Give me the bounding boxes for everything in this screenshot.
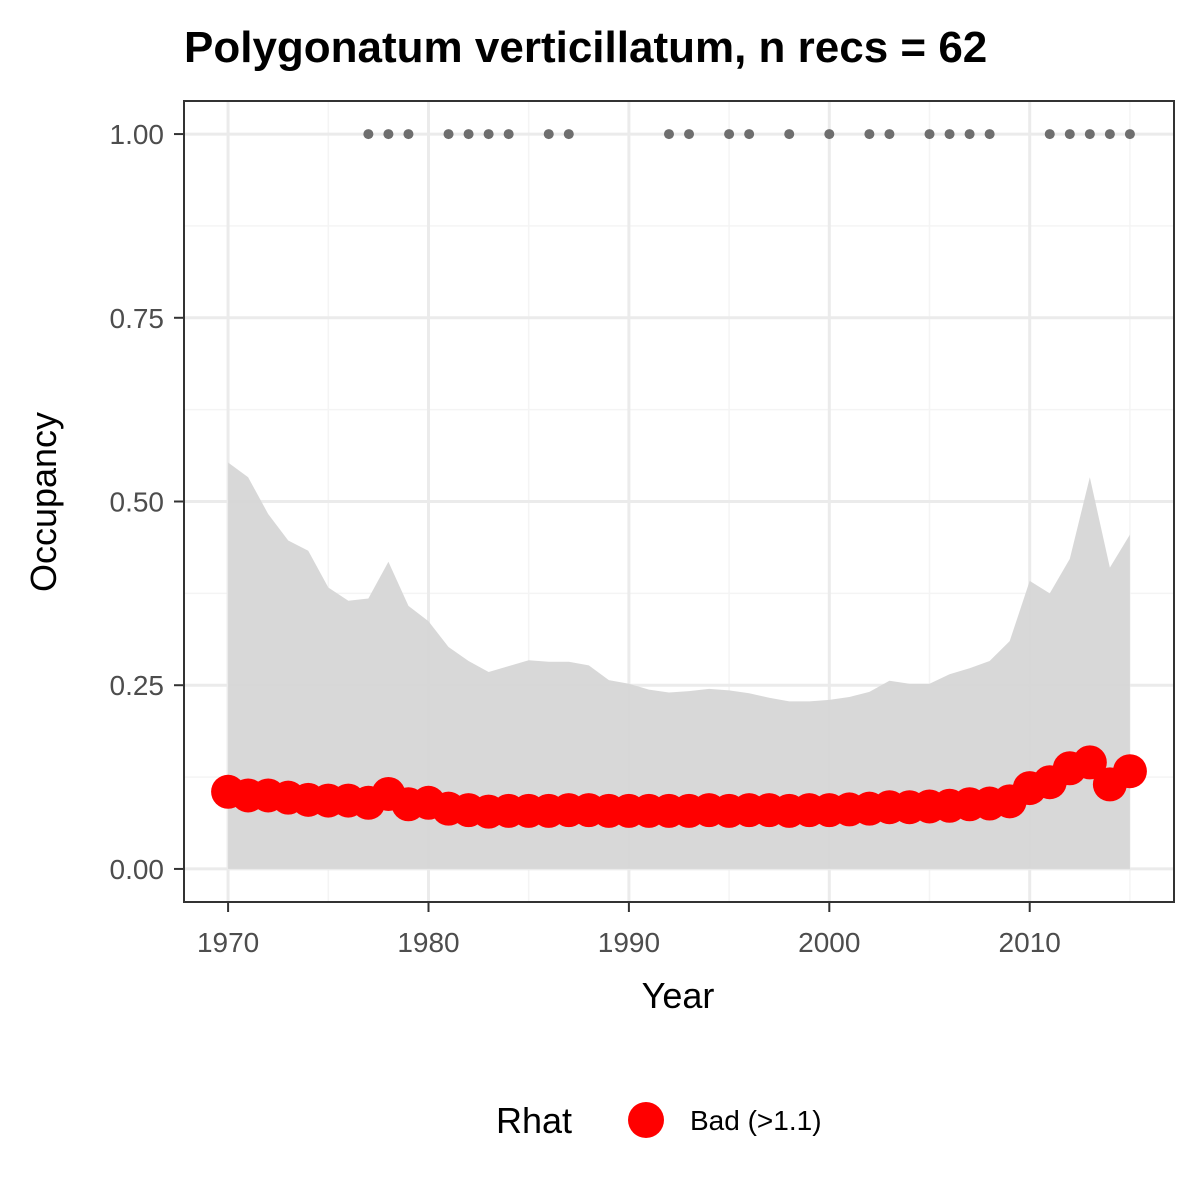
- record-point: [543, 129, 554, 140]
- record-point: [684, 129, 695, 140]
- x-tick-label: 1970: [197, 927, 259, 958]
- record-point: [944, 129, 955, 140]
- y-axis: 0.00 0.25 0.50 0.75 1.00: [110, 119, 184, 885]
- ci-ribbon-layer: [228, 462, 1130, 869]
- record-point: [864, 129, 875, 140]
- legend-title: Rhat: [496, 1100, 572, 1141]
- legend-label-bad: Bad (>1.1): [690, 1105, 822, 1136]
- record-point: [1084, 129, 1095, 140]
- ci-ribbon: [228, 462, 1130, 869]
- x-tick-label: 1990: [598, 927, 660, 958]
- record-point: [964, 129, 975, 140]
- y-axis-title: Occupancy: [23, 412, 64, 592]
- record-point: [363, 129, 374, 140]
- record-point: [784, 129, 795, 140]
- record-point: [1044, 129, 1055, 140]
- record-point: [563, 129, 574, 140]
- record-point: [483, 129, 494, 140]
- record-point: [884, 129, 895, 140]
- occupancy-point: [1112, 754, 1147, 789]
- record-point: [463, 129, 474, 140]
- record-point: [443, 129, 454, 140]
- y-tick-label: 0.25: [110, 670, 165, 701]
- record-point: [1124, 129, 1135, 140]
- legend-key-bad: [628, 1102, 664, 1138]
- record-point: [503, 129, 514, 140]
- y-tick-label: 0.75: [110, 303, 165, 334]
- y-tick-label: 0.00: [110, 854, 165, 885]
- record-points: [363, 129, 1135, 140]
- record-point: [403, 129, 414, 140]
- x-axis: 1970 1980 1990 2000 2010: [197, 902, 1061, 958]
- y-tick-label: 0.50: [110, 487, 165, 518]
- x-tick-label: 2010: [999, 927, 1061, 958]
- record-point: [824, 129, 835, 140]
- y-tick-label: 1.00: [110, 119, 165, 150]
- record-point: [1064, 129, 1075, 140]
- x-tick-label: 1980: [397, 927, 459, 958]
- x-axis-title: Year: [642, 975, 715, 1016]
- occupancy-point: [1072, 745, 1107, 780]
- record-point: [744, 129, 755, 140]
- record-point: [663, 129, 674, 140]
- record-point: [1104, 129, 1115, 140]
- record-point: [984, 129, 995, 140]
- occupancy-points: [211, 745, 1147, 829]
- legend: Rhat Bad (>1.1): [496, 1100, 822, 1141]
- record-point: [383, 129, 394, 140]
- record-point: [724, 129, 735, 140]
- x-tick-label: 2000: [798, 927, 860, 958]
- chart-title: Polygonatum verticillatum, n recs = 62: [184, 23, 987, 72]
- record-point: [924, 129, 935, 140]
